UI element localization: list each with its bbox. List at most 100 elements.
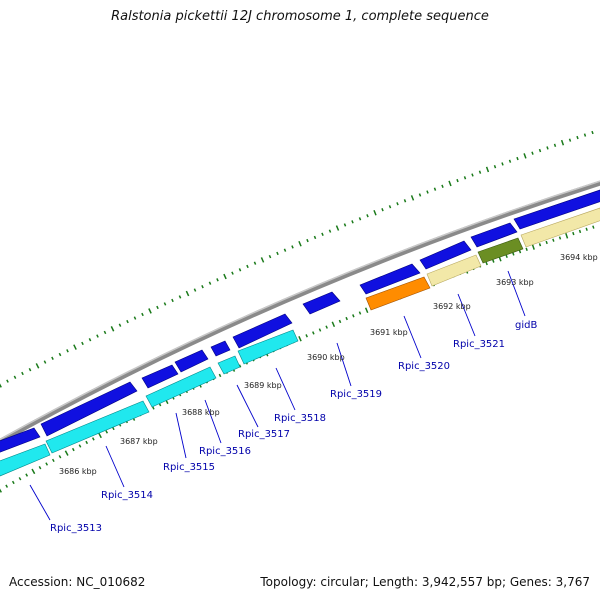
- tick-mark: [525, 247, 528, 252]
- tick-mark: [28, 367, 32, 372]
- cds-forward: [141, 364, 179, 389]
- tick-mark: [246, 264, 249, 269]
- tick-mark: [253, 261, 257, 265]
- cds-forward: [232, 313, 293, 349]
- tick-mark: [268, 254, 272, 259]
- cds-reverse: [45, 400, 150, 454]
- connector: [275, 367, 296, 411]
- tick-mark: [13, 375, 17, 379]
- tick-mark: [373, 209, 377, 216]
- tick-mark: [345, 316, 348, 321]
- tick-mark: [313, 235, 317, 240]
- tick-mark: [231, 271, 234, 275]
- tick-mark: [133, 316, 137, 320]
- tick-mark: [558, 236, 562, 240]
- tick-mark: [305, 334, 308, 338]
- tick-mark: [78, 444, 82, 448]
- connector: [403, 315, 422, 359]
- tick-mark: [141, 312, 144, 317]
- gene-label: Rpic_3519: [330, 389, 382, 400]
- tick-mark: [545, 240, 548, 245]
- tick-mark: [91, 437, 95, 441]
- tick-mark: [110, 326, 115, 332]
- tick-mark: [31, 468, 36, 475]
- tick-mark: [73, 344, 77, 350]
- tick-layer: [0, 130, 595, 493]
- tick-mark: [565, 232, 569, 239]
- tick-mark: [5, 484, 9, 488]
- tick-mark: [64, 450, 69, 456]
- tick-mark: [66, 349, 69, 353]
- tick-mark: [403, 199, 407, 203]
- tick-mark: [552, 238, 555, 242]
- tick-mark: [51, 356, 54, 360]
- tick-mark: [103, 330, 107, 335]
- tick-mark: [276, 251, 279, 256]
- connector: [236, 384, 259, 428]
- connector: [29, 484, 51, 521]
- cds-reverse: [217, 355, 241, 375]
- tick-mark: [508, 159, 512, 163]
- tick-mark: [501, 162, 504, 166]
- tick-mark: [238, 268, 242, 272]
- orange-feature: [365, 276, 431, 311]
- tick-mark: [531, 151, 534, 155]
- kbp-label: 3689 kbp: [244, 381, 282, 390]
- tick-mark: [592, 225, 595, 229]
- tick-mark: [156, 305, 159, 310]
- tick-mark: [85, 440, 89, 445]
- tick-mark: [572, 231, 575, 236]
- tick-mark: [35, 363, 40, 369]
- tick-mark: [485, 261, 488, 266]
- connector: [175, 412, 187, 459]
- tick-mark: [88, 338, 92, 342]
- tick-mark: [45, 462, 49, 466]
- tick-mark: [553, 143, 557, 147]
- tick-mark: [478, 170, 482, 174]
- kbp-label: 3691 kbp: [370, 328, 408, 337]
- tick-mark: [98, 432, 102, 439]
- tick-mark: [352, 314, 355, 318]
- tick-mark: [335, 225, 340, 231]
- tick-mark: [343, 223, 347, 227]
- tick-mark: [492, 259, 495, 263]
- tick-mark: [51, 458, 55, 463]
- gene-label: Rpic_3520: [398, 361, 450, 372]
- tick-mark: [58, 352, 62, 357]
- tick-mark: [441, 184, 444, 188]
- tick-mark: [456, 178, 459, 183]
- tick-mark: [218, 373, 222, 378]
- tick-mark: [58, 455, 62, 459]
- cds-forward: [470, 222, 518, 248]
- tick-mark: [283, 248, 287, 252]
- tick-mark: [0, 488, 2, 493]
- tick-mark: [25, 473, 29, 477]
- tick-mark: [585, 227, 588, 231]
- map-title: Ralstonia pickettii 12J chromosome 1, co…: [111, 9, 489, 24]
- tick-mark: [178, 295, 182, 299]
- tick-mark: [493, 165, 497, 169]
- tick-mark: [163, 302, 167, 306]
- tick-mark: [328, 229, 332, 233]
- tick-mark: [591, 130, 594, 135]
- cds-forward: [174, 349, 209, 373]
- connector: [507, 270, 526, 317]
- tick-mark: [568, 138, 572, 142]
- gene-label: Rpic_3521: [453, 339, 505, 350]
- tick-mark: [531, 244, 535, 250]
- tick-mark: [471, 173, 474, 177]
- cds-forward: [419, 240, 472, 270]
- forward-strand: [0, 189, 600, 453]
- kbp-label: 3690 kbp: [307, 353, 345, 362]
- tick-mark: [11, 480, 15, 485]
- tick-mark: [151, 406, 155, 410]
- tick-mark: [516, 156, 519, 161]
- gene-label: Rpic_3515: [163, 462, 215, 473]
- tick-mark: [351, 220, 354, 224]
- tick-mark: [463, 176, 467, 180]
- tick-mark: [388, 205, 392, 209]
- tick-mark: [396, 202, 399, 206]
- tick-mark: [538, 243, 542, 247]
- gene-label: Rpic_3516: [199, 446, 251, 457]
